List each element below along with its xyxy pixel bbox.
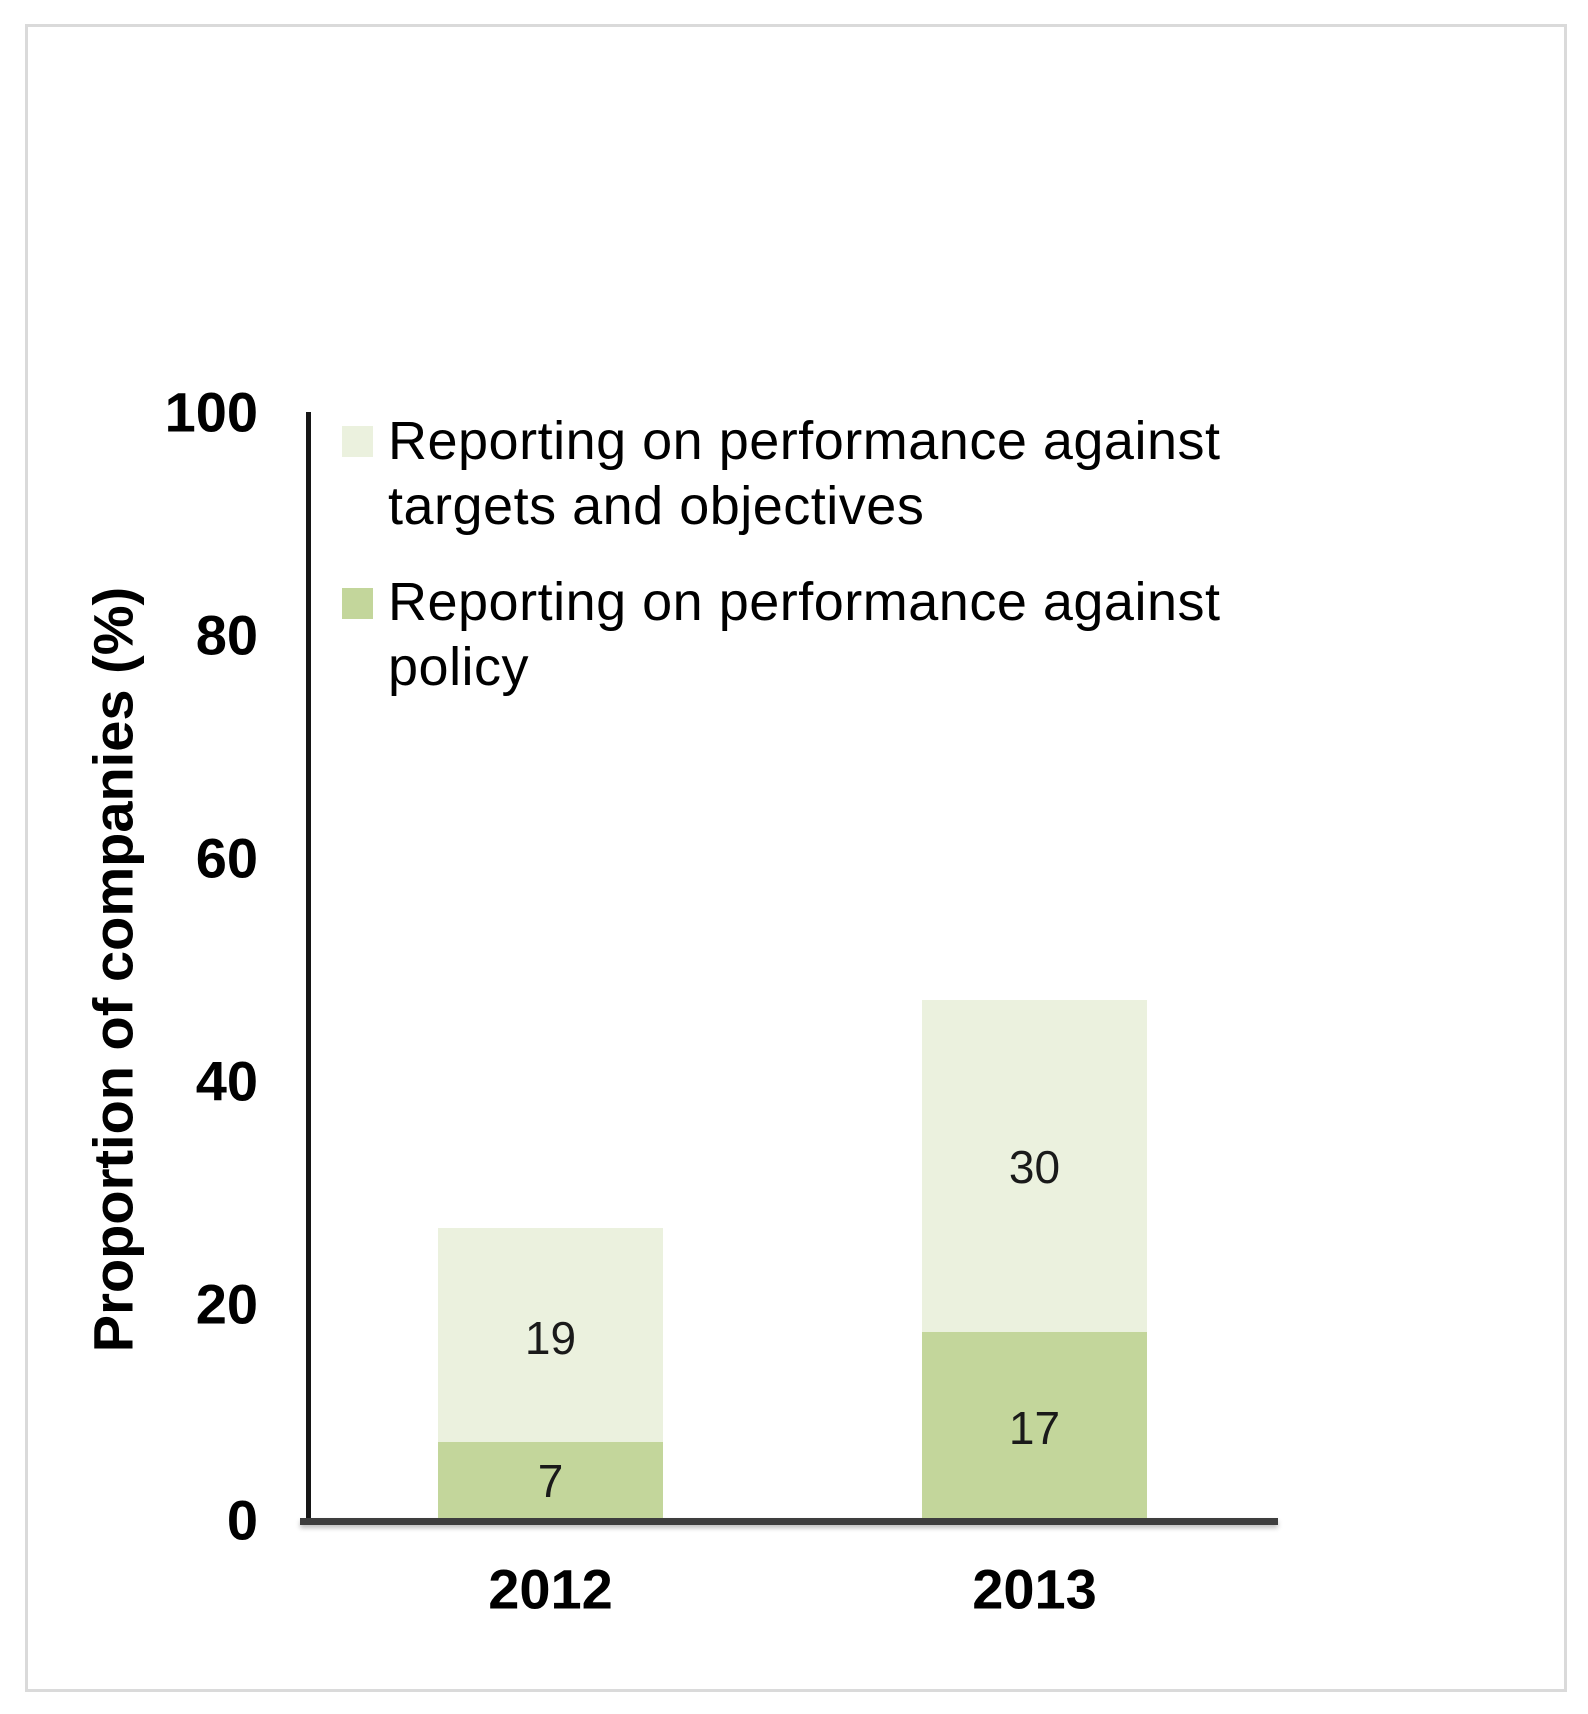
x-tick-2012: 2012 [488, 1557, 613, 1621]
bar-2013-targets-segment [922, 1000, 1147, 1332]
legend-swatch-policy [342, 588, 373, 619]
x-tick-2013: 2013 [972, 1557, 1097, 1621]
x-axis-line [300, 1518, 1278, 1525]
y-tick-100: 100 [164, 380, 258, 444]
y-tick-80: 80 [195, 603, 258, 667]
y-tick-40: 40 [195, 1049, 258, 1113]
bar-2013-policy-segment [922, 1332, 1147, 1518]
data-label-2013-policy: 17 [1008, 1402, 1061, 1454]
bar-2012-policy-segment [438, 1442, 663, 1518]
y-axis-title: Proportion of companies (%) [81, 586, 145, 1353]
y-tick-20: 20 [195, 1272, 258, 1336]
y-tick-0: 0 [226, 1488, 258, 1552]
legend-label-policy: Reporting on performance against policy [388, 572, 1221, 697]
data-label-2012-targets: 19 [524, 1312, 577, 1364]
bar-2012-targets-segment [438, 1228, 663, 1442]
y-tick-60: 60 [195, 826, 258, 890]
chart-frame-border [25, 24, 1567, 1692]
data-label-2012-policy: 7 [537, 1455, 564, 1507]
data-label-2013-targets: 30 [1008, 1141, 1061, 1193]
y-axis-line [306, 412, 311, 1522]
legend-swatch-targets [342, 426, 373, 457]
legend-label-targets: Reporting on performance against targets… [388, 411, 1221, 536]
